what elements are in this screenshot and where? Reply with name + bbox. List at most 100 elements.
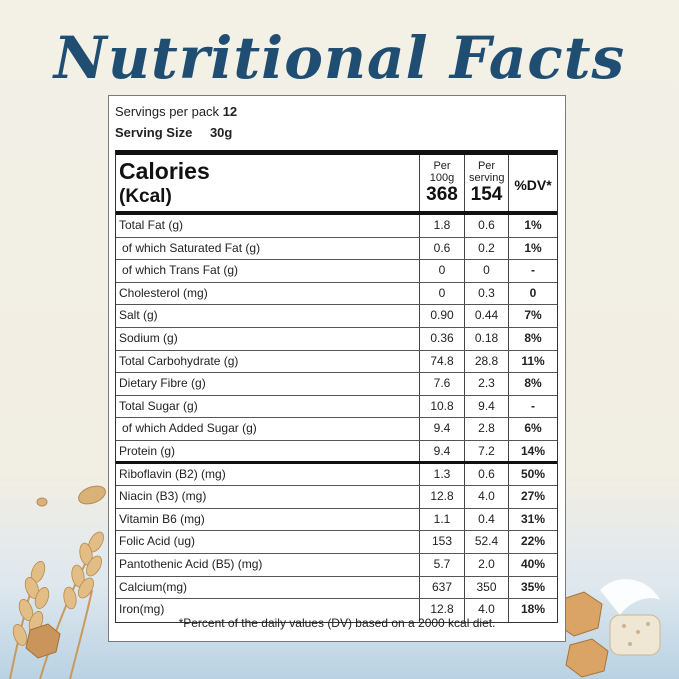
servings-info: Servings per pack 12 Serving Size 30g [115, 104, 237, 140]
perserving-value: 0 [465, 260, 509, 282]
nutrient-name: Pantothenic Acid (B5) (mg) [116, 553, 420, 576]
nutrition-table: Calories (Kcal) Per 100g 368 Per serving… [115, 150, 558, 623]
dv-value: 11% [521, 353, 545, 368]
serving-size-label: Serving Size [115, 125, 193, 140]
nutrient-name: of which Trans Fat (g) [116, 260, 420, 282]
per100-value: 74.8 [420, 350, 465, 373]
per100-value: 0.90 [420, 305, 465, 327]
dv-value: 14% [520, 443, 546, 458]
dv-value: 8% [524, 376, 542, 391]
dv-value: 1% [524, 218, 542, 232]
nutrient-name: Dietary Fibre (g) [116, 373, 420, 395]
perserving-value: 0.6 [465, 215, 509, 237]
perserving-label: Per serving [469, 160, 505, 184]
dv-value: 7% [524, 308, 542, 323]
perserving-value: 7.2 [465, 440, 509, 461]
table-row: Pantothenic Acid (B5) (mg) 5.7 2.0 40% [116, 553, 557, 577]
per100-label: Per 100g [429, 160, 455, 184]
nutrient-name: Folic Acid (ug) [116, 531, 420, 553]
nutrient-name: Vitamin B6 (mg) [116, 508, 420, 531]
footnote: *Percent of the daily values (DV) based … [178, 616, 496, 630]
per100-value: 12.8 [420, 599, 465, 622]
per100-value: 12.8 [420, 486, 465, 508]
per100-value: 0.36 [420, 327, 465, 350]
serving-size-value: 30g [209, 125, 233, 140]
per100-value: 1.1 [420, 508, 465, 531]
perserving-value: 52.4 [465, 531, 509, 553]
dv-value: 35% [520, 579, 546, 594]
nutrient-name: Niacin (B3) (mg) [116, 486, 420, 508]
per100-value: 153 [420, 531, 465, 553]
nutrient-name: Iron(mg) [116, 599, 420, 622]
dv-value: 18% [520, 602, 546, 617]
per100-value: 5.7 [420, 553, 465, 576]
wheat-illustration [9, 485, 106, 679]
cereal-illustration [555, 579, 661, 678]
table-row: Vitamin B6 (mg) 1.1 0.4 31% [116, 508, 557, 532]
per100-value: 1.3 [420, 463, 465, 486]
nutrient-name: Sodium (g) [116, 327, 420, 350]
perserving-value: 2.8 [465, 418, 509, 440]
per100-value: 9.4 [420, 418, 465, 440]
table-header: Calories (Kcal) Per 100g 368 Per serving… [116, 155, 557, 215]
per100-value: 637 [420, 576, 465, 599]
dv-value: 40% [520, 556, 546, 571]
table-row: Cholesterol (mg) 0 0.3 0 [116, 282, 557, 306]
table-row: Total Carbohydrate (g) 74.8 28.8 11% [116, 350, 557, 374]
kcal-label: (Kcal) [119, 186, 172, 207]
per100-value: 10.8 [420, 395, 465, 418]
perserving-value: 2.3 [465, 373, 509, 395]
dv-value: - [531, 398, 535, 413]
per100-value: 0 [420, 282, 465, 305]
dv-value: 1% [524, 240, 542, 255]
table-row: Total Fat (g) 1.8 0.6 1% [116, 215, 557, 238]
dv-value: 8% [524, 330, 542, 345]
nutrient-name: Cholesterol (mg) [116, 282, 420, 305]
table-row: Total Sugar (g) 10.8 9.4 - [116, 395, 557, 419]
nutrient-rows: Total Fat (g) 1.8 0.6 1% of which Saturated… [116, 215, 557, 622]
table-row: Iron(mg) 12.8 4.0 18% [116, 599, 557, 622]
calories-label: Calories [119, 158, 210, 184]
perserving-value: 0.4 [465, 508, 509, 531]
dv-value: - [531, 263, 535, 278]
dv-value: 50% [520, 466, 546, 481]
perserving-value: 0.18 [465, 327, 509, 350]
table-row: of which Trans Fat (g) 0 0- [116, 260, 557, 283]
perserving-value: 28.8 [465, 350, 509, 373]
dv-value: 22% [520, 534, 546, 549]
perserving-value: 0.6 [465, 463, 509, 486]
nutrient-name: Total Fat (g) [116, 215, 420, 237]
nutrient-name: of which Added Sugar (g) [116, 418, 420, 440]
nutrient-name: Riboflavin (B2) (mg) [116, 463, 420, 486]
perserving-value: 0.3 [465, 282, 509, 305]
per100-calories: 368 [426, 184, 458, 205]
table-row: Calcium(mg) 637 350 35% [116, 576, 557, 600]
table-row: Niacin (B3) (mg) 12.8 4.0 27% [116, 486, 557, 509]
nutrient-name: Total Carbohydrate (g) [116, 350, 420, 373]
nutrient-name: Salt (g) [116, 305, 420, 327]
table-row: Dietary Fibre (g) 7.6 2.3 8% [116, 373, 557, 396]
perserving-value: 350 [465, 576, 509, 599]
table-row: Folic Acid (ug) 153 52.4 22% [116, 531, 557, 554]
nutrient-name: Total Sugar (g) [116, 395, 420, 418]
table-row: Riboflavin (B2) (mg) 1.3 0.6 50% [116, 463, 557, 487]
table-row: Protein (g) 9.4 7.2 14% [116, 440, 557, 464]
servings-per-pack-value: 12 [222, 104, 238, 119]
perserving-value: 2.0 [465, 553, 509, 576]
table-row: of which Saturated Fat (g) 0.6 0.2 1% [116, 237, 557, 261]
servings-per-pack-label: Servings per pack [115, 104, 220, 119]
dv-value: 31% [520, 511, 546, 526]
nutrient-name: Calcium(mg) [116, 576, 420, 599]
perserving-value: 4.0 [465, 486, 509, 508]
dv-label: %DV* [514, 177, 552, 193]
dv-value: 0 [529, 285, 537, 300]
perserving-value: 9.4 [465, 395, 509, 418]
perserving-value: 0.2 [465, 237, 509, 260]
table-row: of which Added Sugar (g) 9.4 2.8 6% [116, 418, 557, 441]
table-row: Salt (g) 0.90 0.44 7% [116, 305, 557, 328]
per100-value: 9.4 [420, 440, 465, 461]
dv-value: 27% [520, 489, 546, 504]
table-row: Sodium (g) 0.36 0.18 8% [116, 327, 557, 351]
perserving-value: 4.0 [465, 599, 509, 622]
nutrient-name: of which Saturated Fat (g) [116, 237, 420, 260]
